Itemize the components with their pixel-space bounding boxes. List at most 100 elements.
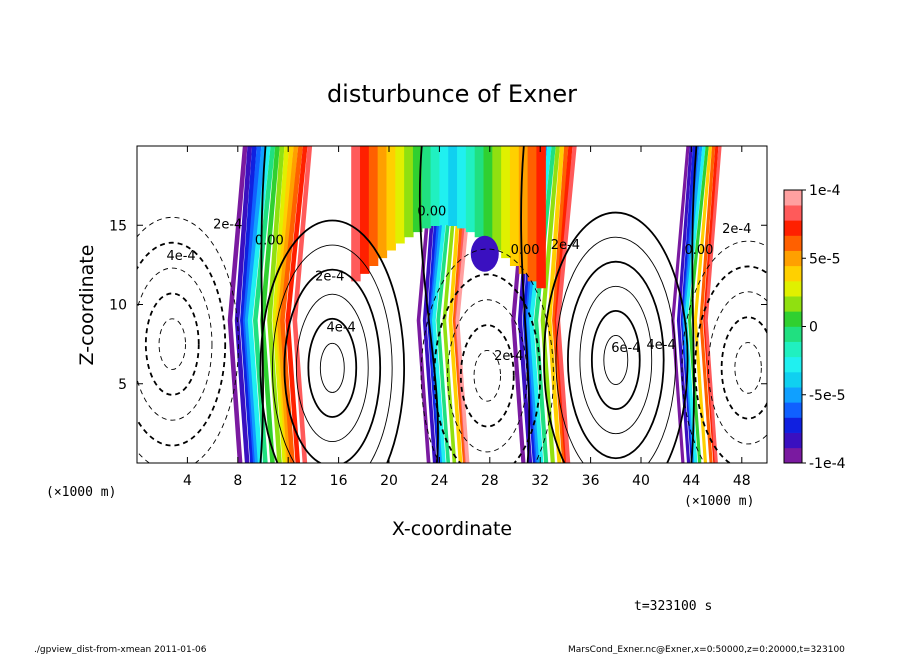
colorbar-swatch [784,296,802,312]
negative-contour [459,324,515,428]
x-axis-unit: (×1000 m) [46,485,116,500]
colorbar [783,189,803,464]
front-band-8 [227,146,313,463]
field-band-strip [671,146,690,463]
field-band-strip [247,146,271,463]
x-axis-unit-right: (×1000 m) [684,494,754,509]
contour-label: 4e-4 [166,249,195,264]
contour-lines [137,146,767,463]
colorbar-swatch [784,190,802,206]
plume-strip [501,146,511,259]
colorbar-label: 1e-4 [809,183,841,199]
colorbar-label: -1e-4 [809,456,846,472]
positive-contour [543,211,689,463]
x-tick-label: 28 [481,473,499,489]
plume-strip [465,146,476,233]
x-tick-label: 4 [183,473,192,489]
colorbar-label: 5e-5 [809,251,840,267]
plume-strip [483,146,493,244]
colorbar-swatch [784,220,802,236]
field-band-strip [525,146,544,463]
positive-contour [259,219,405,463]
positive-contour [319,342,345,393]
negative-contour [694,265,767,463]
positive-contour [555,236,677,463]
y-tick-label: 5 [118,377,127,393]
field-band-strip [244,146,266,463]
positive-contour [283,268,382,463]
field-band-strip [227,146,248,463]
plume-strip [439,146,449,226]
plume-strip [536,146,546,289]
field-band-strip [455,146,476,463]
field-band-strip [511,146,531,463]
zero-contour [418,146,439,463]
footer-left: ./gpview_dist-from-xmean 2011-01-06 [34,645,207,654]
contour-field [227,146,722,463]
x-tick-label: 20 [380,473,398,489]
positive-contour [590,309,641,411]
positive-contour [579,285,653,435]
front-band-43 [671,146,722,463]
zero-contour [520,146,531,463]
field-band-strip [704,146,722,463]
negative-contour [137,267,213,421]
negative-contour [144,292,200,396]
field-band-strip [684,146,706,463]
colorbar-swatch [784,356,802,373]
plume-core [470,235,499,272]
y-axis-label: Z-coordinate [76,245,98,366]
x-tick-label: 32 [531,473,549,489]
plume-strip [448,146,458,227]
contour-label: 4e-4 [327,320,356,335]
field-band-strip [277,146,299,463]
plume-strip [492,146,502,251]
plume-strip [404,146,414,238]
plume-strip [368,146,379,267]
colorbar-swatch [784,326,802,342]
positive-contour [295,293,369,443]
negative-contour [681,240,767,463]
contour-label: 2e-4 [722,222,751,237]
field-band-strip [554,146,573,463]
contour-labels: 0.00 0.00 0.00 0.00 2e-4 4e-4 2e-4 4e-4 2e-4 2e-4… [166,205,751,364]
contour-label: 0.00 [511,243,540,258]
field-band-strip [275,146,294,463]
colorbar-swatch [784,387,802,403]
contour-label: 2e-4 [213,217,242,232]
plume-strip [395,146,405,244]
field-band-strip [529,146,552,463]
y-tick-label: 10 [109,298,127,314]
field-band-strip [526,146,548,463]
footer-right: MarsCond_Exner.nc@Exner,x=0:50000,z=0:20… [568,645,845,654]
colorbar-swatch [784,235,802,251]
field-band-strip [285,146,308,463]
plume-strip [377,146,388,259]
x-tick-label: 12 [279,473,297,489]
negative-contour [158,318,186,370]
time-label: t=323100 s [634,599,712,614]
field-band-strip [432,146,454,463]
contour-label: 0.00 [255,233,284,248]
negative-contour [433,273,542,463]
colorbar-swatch [784,402,802,418]
colorbar-swatch [784,281,802,297]
contour-label: 0.00 [684,243,713,258]
x-tick-label: 40 [632,473,650,489]
x-tick-label: 24 [430,473,448,489]
field-band-strip [693,146,713,463]
colorbar-swatch [784,432,802,449]
y-axis-ticks: 5 10 15 [109,218,767,393]
field-band-strip [267,146,285,463]
field-band-strip [240,146,257,463]
negative-contour [137,241,227,447]
positive-contour [307,317,358,418]
plume-strip [457,146,467,229]
positive-contour [272,244,393,463]
field-band-strip [416,146,436,463]
front-band-23 [416,146,476,463]
field-band-strip [547,146,565,463]
x-tick-label: 36 [582,473,600,489]
contour-label: 6e-4 [611,341,640,356]
